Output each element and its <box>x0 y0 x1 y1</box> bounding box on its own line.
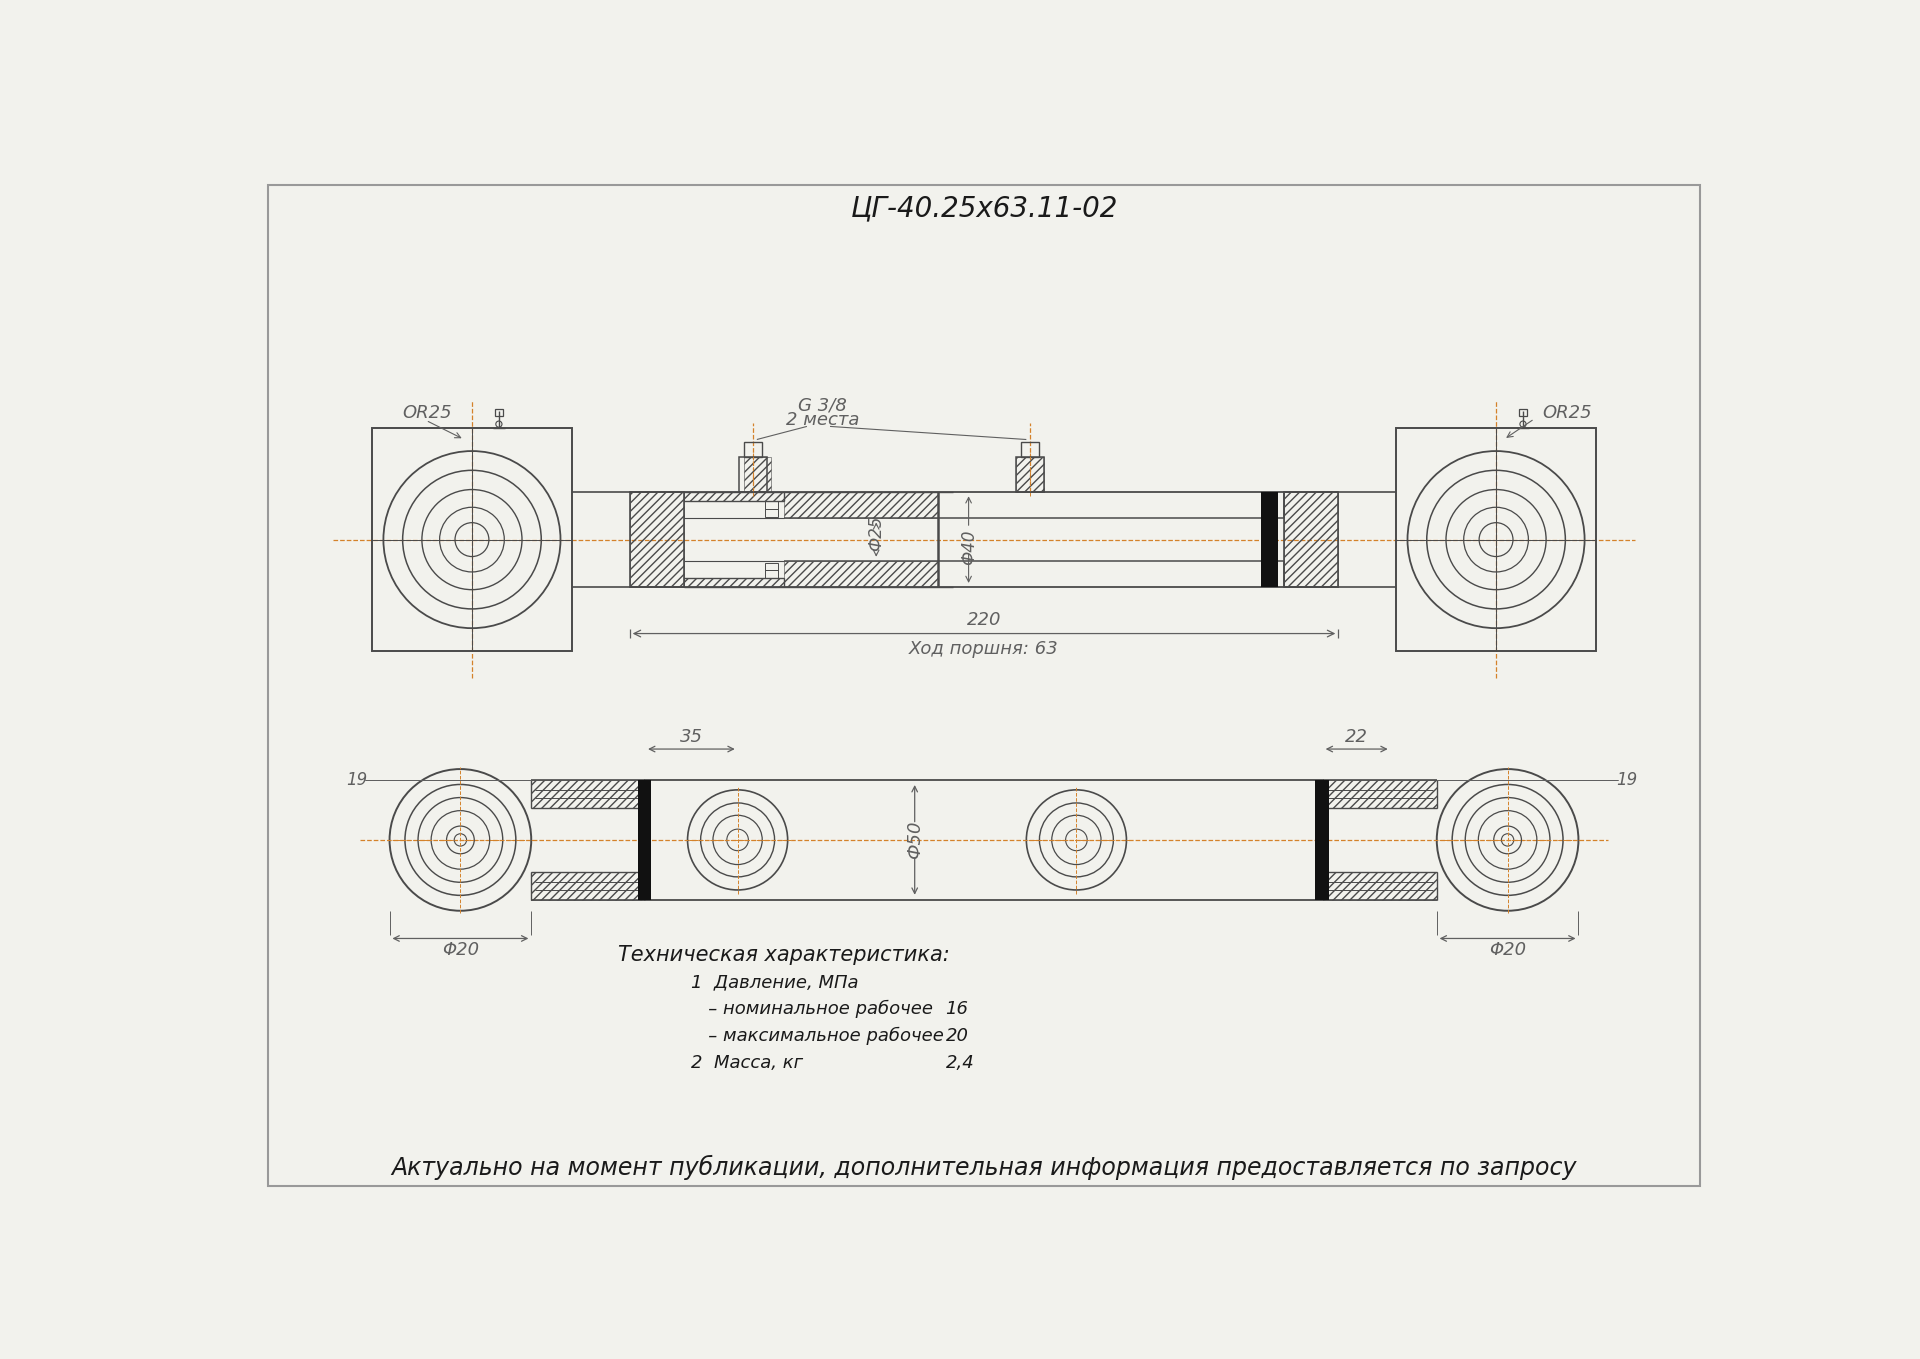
Text: Φ20: Φ20 <box>442 940 478 959</box>
Text: ОR25: ОR25 <box>1542 404 1592 421</box>
Bar <box>637 780 651 900</box>
Bar <box>1284 492 1338 587</box>
Text: Ф50: Ф50 <box>906 821 924 859</box>
Bar <box>743 457 772 492</box>
Bar <box>532 780 645 807</box>
Text: 19: 19 <box>346 771 367 788</box>
Bar <box>1315 780 1329 900</box>
Text: – номинальное рабочее: – номинальное рабочее <box>691 1000 933 1018</box>
Bar <box>630 492 684 587</box>
Bar <box>764 563 778 571</box>
Bar <box>1016 457 1044 492</box>
Bar <box>684 578 783 587</box>
Text: ОR25: ОR25 <box>403 404 453 421</box>
Text: 2 места: 2 места <box>785 412 858 429</box>
Text: ЦГ-40.25х63.11-02: ЦГ-40.25х63.11-02 <box>851 194 1117 223</box>
Text: 2  Масса, кг: 2 Масса, кг <box>691 1055 804 1072</box>
Text: G 3/8: G 3/8 <box>799 397 847 414</box>
Text: – максимальное рабочее: – максимальное рабочее <box>691 1027 945 1045</box>
Text: Техническая характеристика:: Техническая характеристика: <box>618 946 950 965</box>
Bar <box>1016 457 1044 492</box>
Bar <box>1284 492 1338 587</box>
Text: 22: 22 <box>1346 728 1369 746</box>
Text: 19: 19 <box>1617 771 1638 788</box>
Text: 220: 220 <box>968 610 1000 629</box>
Bar <box>1021 442 1039 457</box>
Bar <box>783 492 937 518</box>
Bar <box>739 457 766 492</box>
Text: 1  Давление, МПа: 1 Давление, МПа <box>691 973 858 991</box>
Text: Ф25: Ф25 <box>868 515 885 552</box>
Text: Актуально на момент публикации, дополнительная информация предоставляется по зап: Актуально на момент публикации, дополнит… <box>392 1155 1576 1180</box>
Text: Ход поршня: 63: Ход поршня: 63 <box>910 640 1058 658</box>
Bar <box>764 571 778 578</box>
Bar <box>743 442 762 457</box>
Bar <box>1323 872 1436 900</box>
Bar <box>764 508 778 516</box>
Text: 2,4: 2,4 <box>945 1055 973 1072</box>
Bar <box>684 492 783 501</box>
Bar <box>645 780 1323 900</box>
Text: Φ20: Φ20 <box>1490 940 1526 959</box>
Text: Ф40: Ф40 <box>960 530 977 565</box>
Bar <box>1323 780 1436 807</box>
Bar <box>783 561 937 587</box>
Bar <box>764 501 778 508</box>
Bar <box>1396 428 1596 651</box>
Bar <box>1519 409 1526 416</box>
Bar <box>1261 492 1279 587</box>
Bar <box>630 492 684 587</box>
Text: 20: 20 <box>945 1027 968 1045</box>
Bar <box>495 409 503 416</box>
Text: 35: 35 <box>680 728 703 746</box>
Text: 16: 16 <box>945 1000 968 1018</box>
Bar <box>372 428 572 651</box>
Bar <box>532 872 645 900</box>
